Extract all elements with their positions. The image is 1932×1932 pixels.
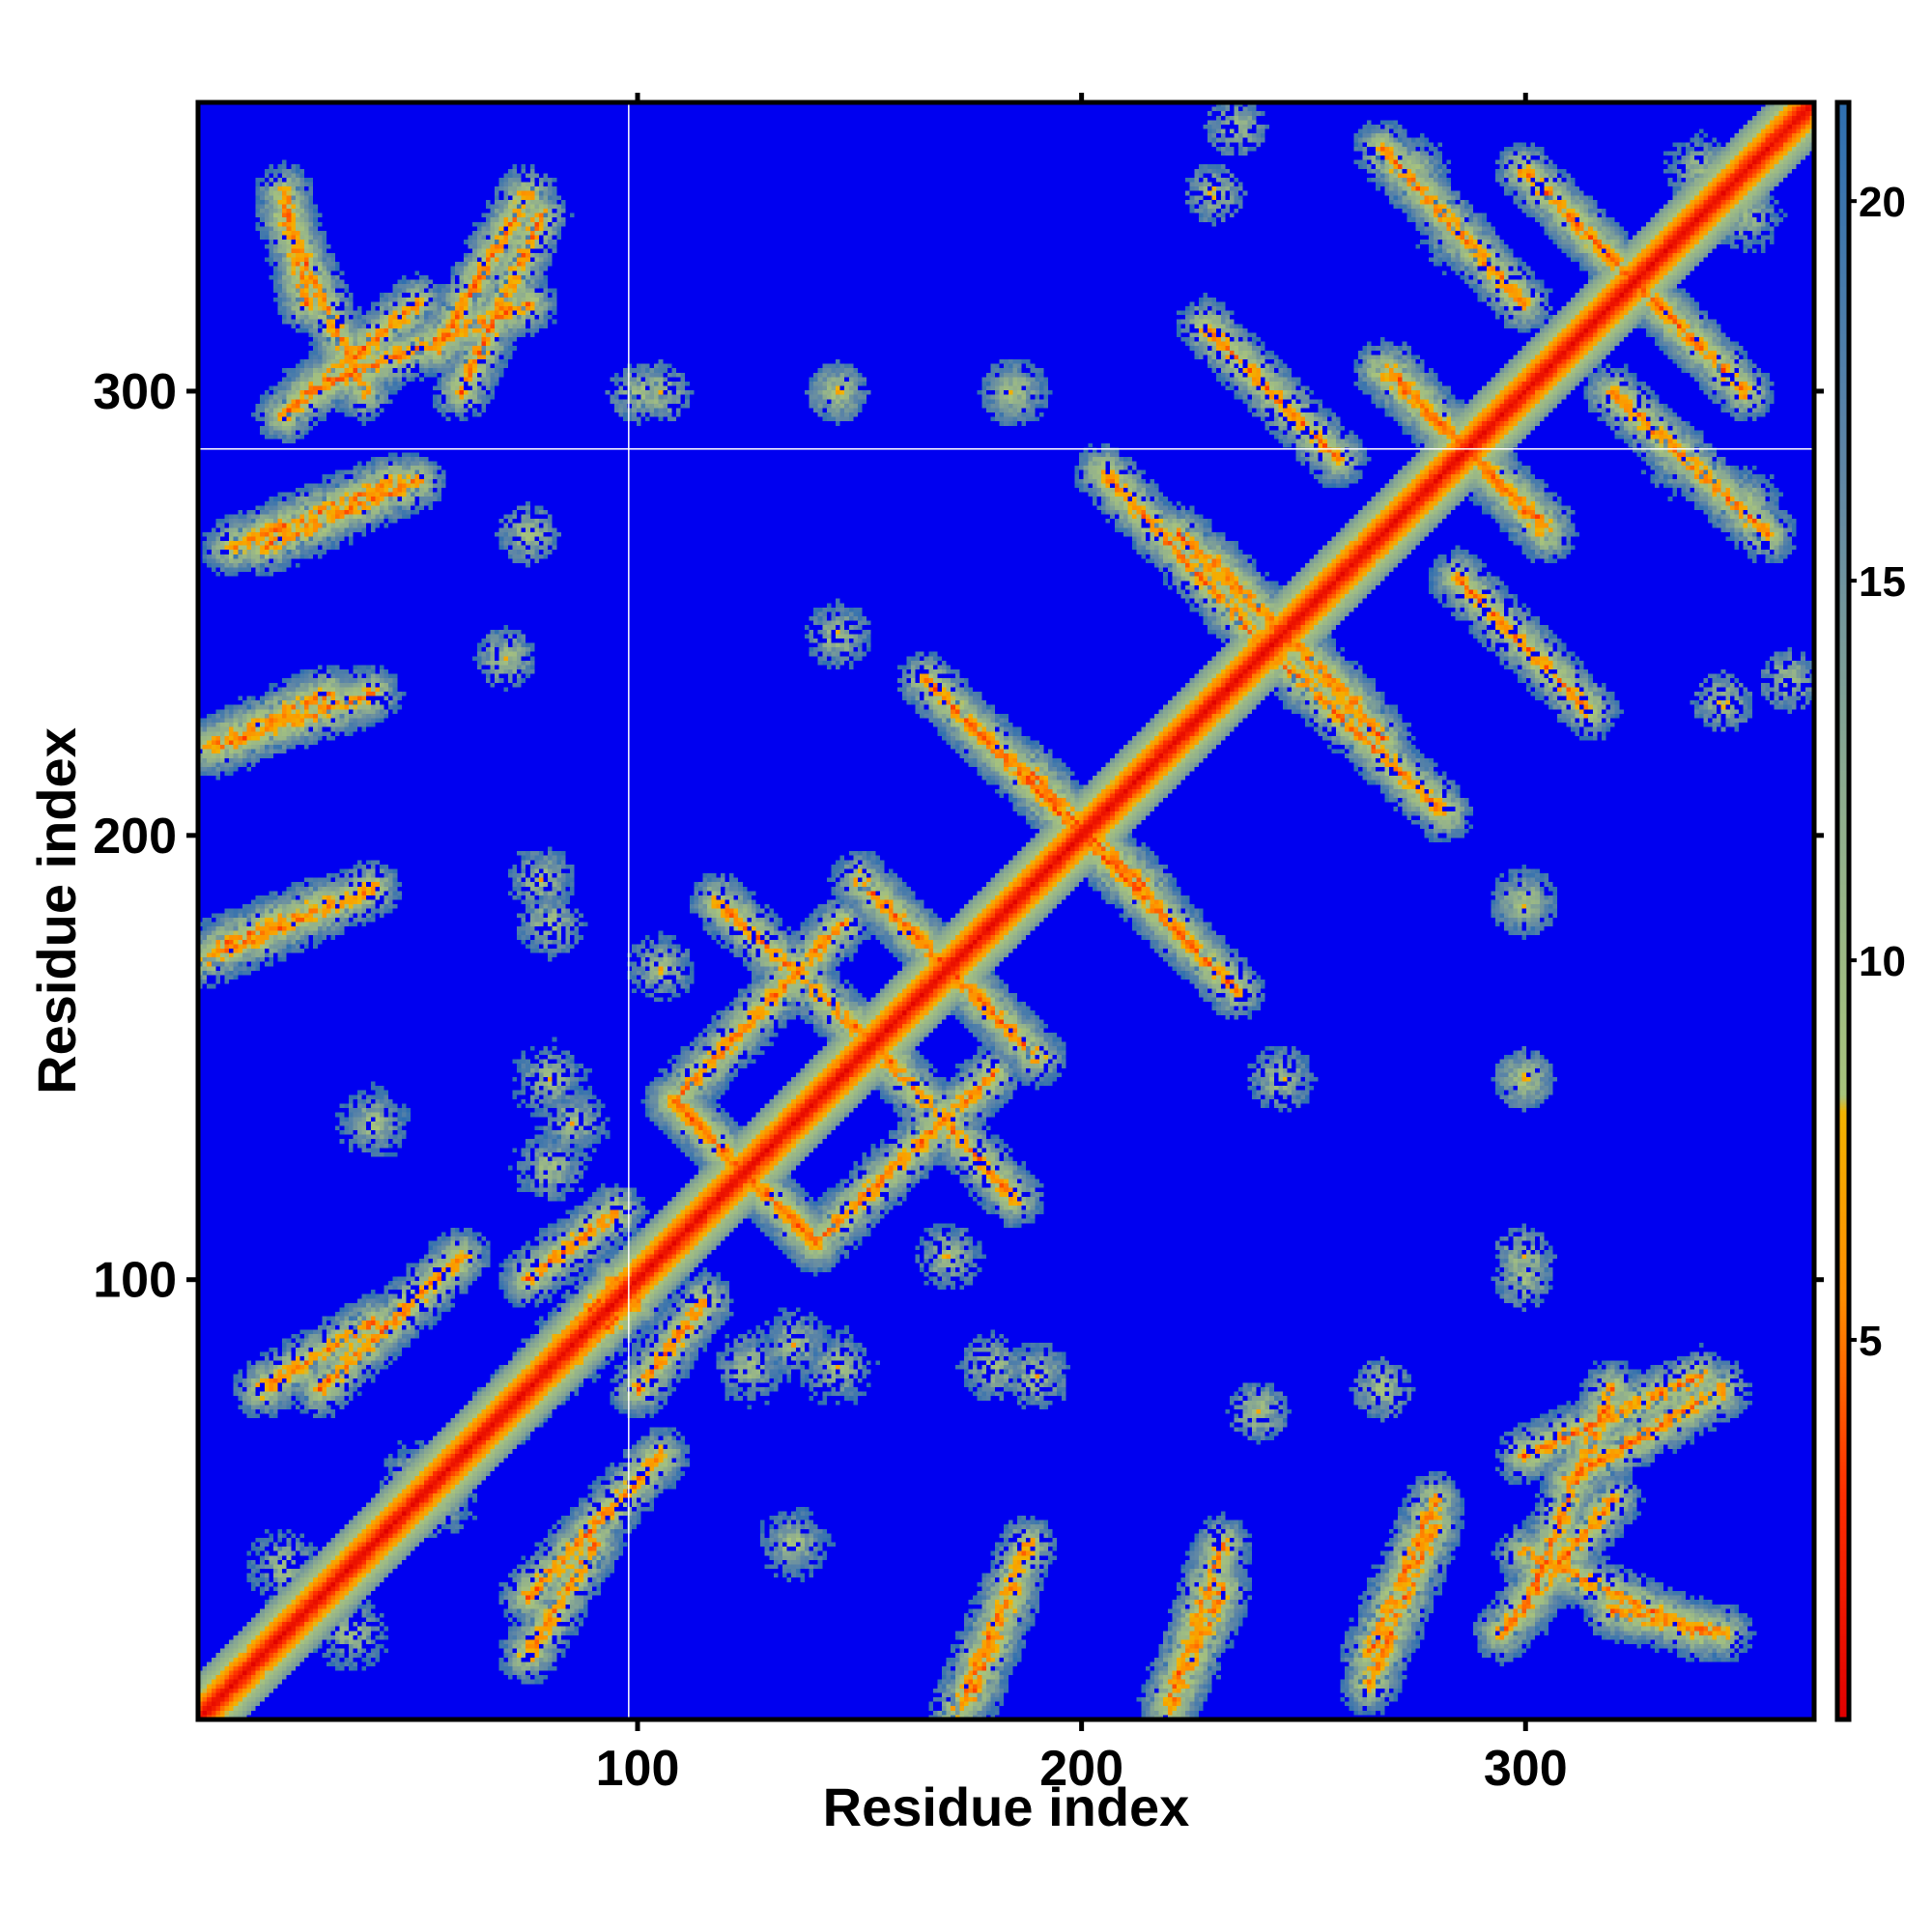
heatmap-canvas (198, 102, 1814, 1719)
y-axis: 100 200 300 (93, 364, 1824, 1309)
colorbar-tick-label: 10 (1859, 938, 1906, 985)
x-tick-label: 200 (1039, 1741, 1123, 1797)
colorbar-ticks: 5 10 15 20 (1849, 179, 1906, 1365)
y-axis-title: Residue index (26, 727, 87, 1094)
x-tick-label: 100 (596, 1741, 680, 1797)
colorbar-tick-label: 15 (1859, 558, 1906, 606)
colorbar-tick-label: 20 (1859, 179, 1906, 226)
y-tick-label: 100 (93, 1253, 177, 1309)
x-axis-title: Residue index (823, 1776, 1190, 1837)
colorbar-area (1837, 102, 1849, 1719)
reference-lines (198, 102, 1814, 1719)
plot-frame (195, 99, 1817, 1722)
x-axis: 100 200 300 (596, 93, 1568, 1797)
y-tick-label: 300 (93, 364, 177, 420)
colorbar-tick-label: 5 (1859, 1318, 1882, 1365)
x-tick-label: 300 (1484, 1741, 1568, 1797)
colorbar-canvas (1837, 102, 1849, 1719)
heatmap-area (198, 102, 1814, 1719)
y-tick-label: 200 (93, 809, 177, 865)
colorbar-frame (1834, 99, 1852, 1722)
